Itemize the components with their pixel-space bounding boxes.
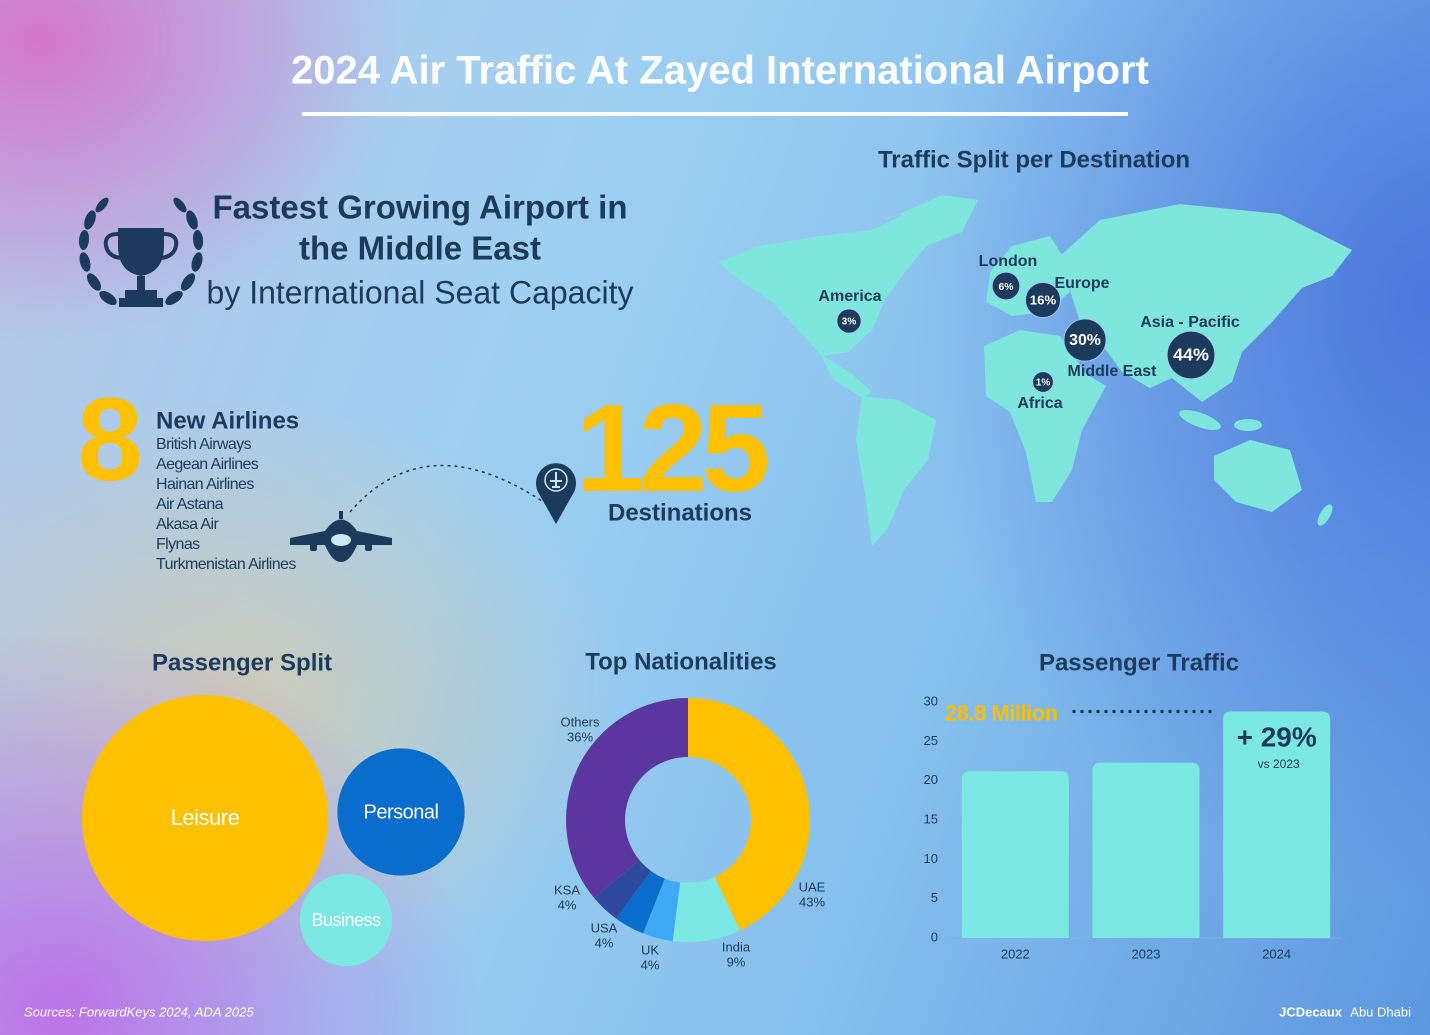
- award-line: the Middle East: [299, 230, 541, 267]
- slice-category: KSA: [554, 882, 580, 897]
- pin-icon: [536, 463, 576, 524]
- chart-title: Top Nationalities: [585, 648, 777, 675]
- donut-slice: [593, 860, 651, 919]
- region-name: Europe: [1054, 275, 1109, 292]
- world-map: [718, 195, 1352, 546]
- x-tick-label: 2022: [1001, 946, 1030, 961]
- donut-slice: [688, 698, 810, 931]
- airline-list: British Airways Aegean Airlines Hainan Air…: [156, 436, 297, 573]
- bubble-label: Leisure: [171, 805, 240, 830]
- bubble: [81, 694, 329, 942]
- bubble: [299, 873, 393, 967]
- region-marker: [1166, 330, 1216, 380]
- region-value: 3%: [842, 317, 857, 328]
- y-tick-label: 15: [924, 811, 938, 826]
- y-tick-label: 20: [924, 772, 938, 787]
- airline-name: Air Astana: [156, 496, 224, 513]
- airline-name: Flynas: [156, 536, 200, 553]
- growth-label: + 29%: [1237, 721, 1317, 752]
- slice-value: 36%: [567, 729, 593, 744]
- map-title: Traffic Split per Destination: [878, 146, 1190, 173]
- x-tick-label: 2023: [1132, 946, 1161, 961]
- x-tick-label: 2024: [1262, 946, 1291, 961]
- airline-count: 8: [77, 374, 143, 506]
- bubble-label: Personal: [364, 801, 439, 823]
- region-marker: [836, 308, 862, 334]
- slice-value: 43%: [799, 894, 825, 909]
- y-tick-label: 25: [924, 733, 938, 748]
- region-value: 16%: [1030, 292, 1057, 307]
- region-name: Africa: [1017, 395, 1062, 412]
- region-marker: [991, 271, 1021, 301]
- region-marker: [1024, 281, 1062, 319]
- y-tick-label: 0: [931, 929, 938, 944]
- region-value: 1%: [1036, 378, 1051, 389]
- region-value: 30%: [1069, 332, 1101, 349]
- donut-slice: [672, 877, 740, 942]
- donut-slice: [566, 698, 688, 898]
- title-underline: [302, 112, 1128, 116]
- growth-sublabel: vs 2023: [1258, 757, 1300, 771]
- brand-city: Abu Dhabi: [1350, 1004, 1411, 1019]
- bar: [961, 771, 1069, 938]
- airline-name: British Airways: [156, 436, 252, 453]
- map-markers: 3% America 6% London 16%Europe 30% Middle East…: [818, 253, 1239, 412]
- slice-value: 9%: [727, 954, 746, 969]
- chart-title: Passenger Traffic: [1039, 649, 1239, 676]
- value-annotation: 28.8 Million: [945, 700, 1058, 725]
- plane-icon: [290, 511, 392, 562]
- donut-slice: [616, 870, 665, 934]
- sources: Sources: ForwardKeys 2024, ADA 2025: [24, 1004, 254, 1019]
- region-name: London: [979, 253, 1038, 270]
- brand: JCDecaux: [1279, 1004, 1343, 1019]
- destinations-label: Destinations: [608, 499, 752, 526]
- region-marker: [1032, 371, 1054, 393]
- airlines-heading: New Airlines: [156, 407, 299, 434]
- airline-name: Aegean Airlines: [156, 456, 259, 473]
- slice-value: 4%: [558, 897, 577, 912]
- slice-category: UK: [641, 942, 659, 957]
- region-value: 6%: [998, 282, 1013, 293]
- airline-name: Turkmenistan Airlines: [156, 556, 296, 573]
- airline-name: Akasa Air: [156, 516, 219, 533]
- trophy-icon: [78, 197, 204, 307]
- region-name: Asia - Pacific: [1140, 314, 1240, 331]
- y-tick-label: 10: [924, 851, 938, 866]
- slice-value: 4%: [595, 935, 614, 950]
- route-line: [349, 464, 556, 513]
- slice-category: UAE: [799, 879, 826, 894]
- y-tick-label: 30: [924, 693, 938, 708]
- region-name: Middle East: [1068, 363, 1158, 380]
- bar: [1223, 711, 1331, 938]
- award-line: Fastest Growing Airport in: [213, 189, 628, 226]
- airline-name: Hainan Airlines: [156, 476, 254, 493]
- bar: [1092, 762, 1200, 938]
- region-marker: [1063, 318, 1107, 362]
- slice-value: 4%: [641, 957, 660, 972]
- bubble-label: Business: [311, 910, 381, 930]
- slice-category: Others: [560, 714, 600, 729]
- page-title: 2024 Air Traffic At Zayed International …: [291, 49, 1149, 93]
- slice-category: USA: [591, 920, 618, 935]
- bubble: [337, 748, 465, 876]
- donut-slice: [643, 878, 681, 942]
- chart-title: Passenger Split: [152, 649, 332, 676]
- slice-category: India: [722, 939, 751, 954]
- award-subline: by International Seat Capacity: [207, 274, 634, 310]
- region-value: 44%: [1173, 345, 1209, 365]
- region-name: America: [818, 288, 881, 305]
- destination-count: 125: [576, 380, 768, 518]
- y-tick-label: 5: [931, 890, 938, 905]
